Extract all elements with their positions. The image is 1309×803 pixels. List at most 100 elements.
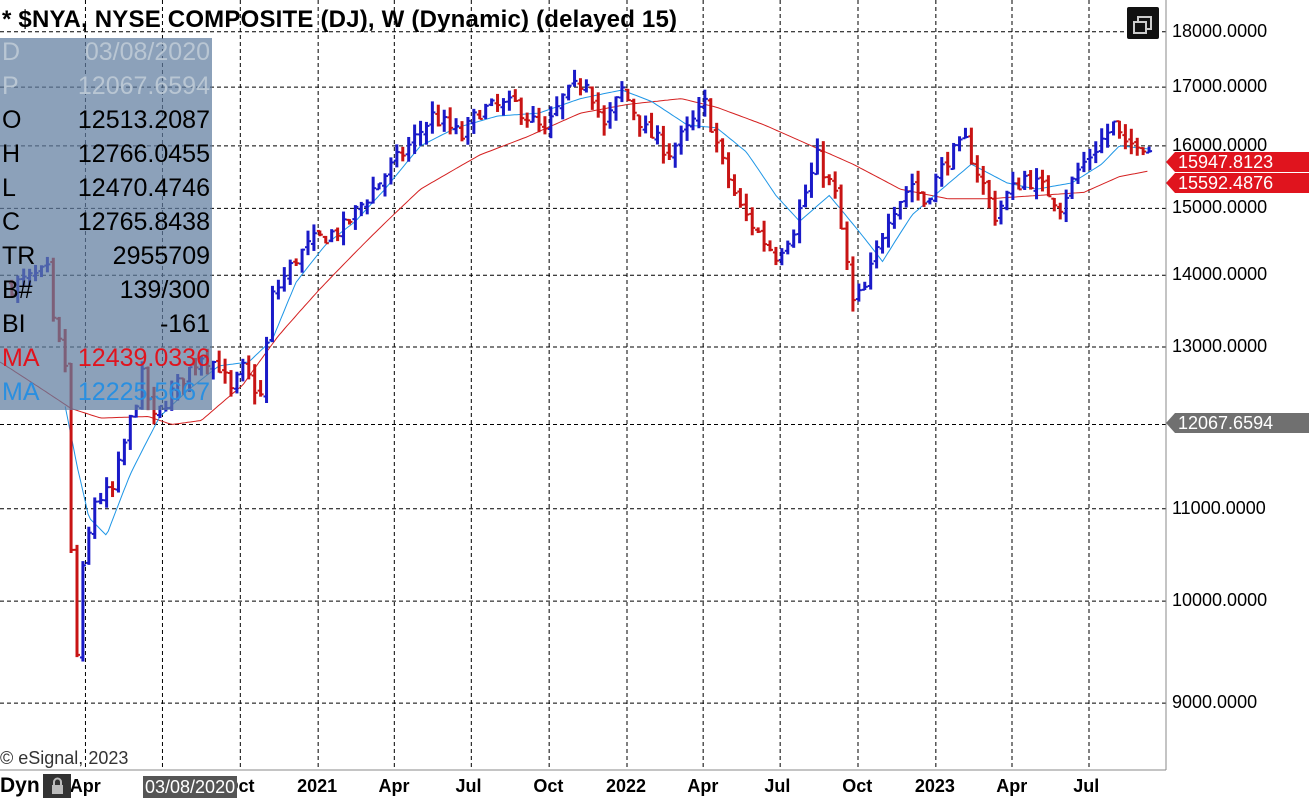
ohlc-bar	[293, 258, 300, 266]
ohlc-bar	[861, 281, 868, 291]
ohlc-bar	[1015, 177, 1022, 191]
data-window-row: MA 12439.0336	[2, 344, 210, 378]
ohlc-bar	[814, 138, 821, 176]
ohlc-bar	[1104, 123, 1111, 148]
ohlc-bar	[790, 229, 797, 248]
data-window-value: 2955709	[112, 242, 210, 270]
time-tick-label: Oct	[533, 776, 564, 796]
ohlc-bar	[678, 125, 685, 155]
ohlc-bar	[518, 97, 525, 125]
ohlc-bar	[1122, 124, 1129, 150]
time-tick-label: Apr	[687, 776, 719, 796]
ohlc-bar	[85, 526, 92, 565]
ohlc-bar	[654, 125, 661, 145]
ohlc-bar	[820, 141, 827, 188]
ohlc-bar	[239, 358, 246, 382]
ohlc-bar	[1086, 148, 1093, 170]
ohlc-bar	[97, 492, 104, 505]
data-window-value: 12439.0336	[77, 344, 210, 372]
ohlc-bar	[459, 121, 465, 142]
ohlc-bar	[1146, 146, 1153, 154]
restore-window-icon[interactable]	[1127, 7, 1159, 39]
ohlc-bar	[713, 122, 720, 153]
ohlc-bar	[808, 162, 815, 198]
ohlc-bar	[648, 112, 655, 139]
ohlc-bar	[417, 120, 424, 146]
ohlc-bar	[500, 98, 507, 116]
data-window-row: BI -161	[2, 310, 210, 344]
data-window-key: P	[2, 72, 19, 100]
ohlc-bar	[974, 155, 981, 183]
ohlc-bar	[666, 143, 673, 161]
ohlc-bar	[216, 350, 223, 374]
ohlc-bar	[79, 561, 86, 662]
ohlc-bar	[435, 104, 442, 127]
ohlc-bar	[370, 176, 377, 204]
ohlc-bar	[1003, 190, 1010, 211]
ohlc-bar	[512, 89, 519, 103]
data-window-value: 12470.4746	[77, 174, 210, 202]
time-tick-label: 2022	[606, 776, 647, 796]
ma-slow-line	[0, 98, 1148, 425]
time-tick-label: Apr	[996, 776, 1028, 796]
ohlc-bar	[464, 117, 471, 145]
ohlc-bar	[447, 107, 454, 135]
ohlc-bar	[1080, 151, 1087, 173]
ohlc-bar	[405, 136, 412, 162]
dynamic-mode-label[interactable]: Dyn	[0, 774, 40, 797]
ohlc-bar	[849, 256, 856, 312]
ohlc-bar	[660, 125, 667, 164]
ohlc-bar	[1110, 120, 1117, 136]
lock-icon[interactable]	[43, 774, 71, 798]
cursor-price-tag: 12067.6594	[1166, 413, 1309, 433]
data-window-row: H 12766.0455	[2, 140, 210, 174]
ohlc-bar	[1033, 168, 1040, 200]
ohlc-bar	[832, 171, 839, 199]
ohlc-bar	[482, 103, 489, 120]
ohlc-bar	[91, 497, 98, 539]
price-tick-label: 17000.0000	[1172, 76, 1268, 97]
price-tick-label: 13000.0000	[1172, 335, 1268, 356]
ohlc-bar	[287, 259, 294, 285]
data-window-panel[interactable]: D 03/08/2020 P 12067.6594 O 12513.2087 H 12766.…	[0, 38, 212, 410]
ohlc-bar	[376, 182, 383, 191]
ohlc-bar	[962, 127, 969, 140]
ohlc-bar	[873, 240, 880, 269]
ohlc-bar	[601, 105, 608, 136]
ohlc-bar	[915, 170, 922, 201]
ohlc-bar	[844, 221, 850, 271]
ohlc-bar	[613, 96, 619, 121]
data-window-value: 12765.8438	[77, 208, 210, 236]
ohlc-bar	[867, 252, 874, 290]
ohlc-bar	[334, 227, 341, 242]
ohlc-bar	[565, 84, 572, 101]
time-tick-label: Apr	[69, 776, 101, 796]
ohlc-bar	[524, 112, 531, 128]
ohlc-bar	[269, 285, 276, 343]
ohlc-bar	[980, 165, 987, 195]
ohlc-bar	[885, 213, 892, 248]
data-window-row: D 03/08/2020	[2, 38, 210, 72]
moving-average-fast	[64, 89, 1150, 536]
data-window-row: C 12765.8438	[2, 208, 210, 242]
ohlc-bar	[636, 114, 643, 137]
ohlc-bar	[956, 136, 963, 152]
ohlc-bar	[547, 106, 554, 139]
ohlc-bar	[595, 92, 602, 118]
ohlc-bar	[1092, 141, 1099, 164]
ohlc-bar	[553, 96, 560, 117]
ohlc-bar	[755, 227, 762, 234]
data-window-key: MA	[2, 344, 40, 372]
ohlc-bar	[826, 174, 833, 186]
time-tick-label: Oct	[842, 776, 873, 796]
data-window-value: 12225.5667	[77, 378, 210, 406]
ohlc-bar	[1039, 169, 1046, 192]
ohlc-bar	[115, 451, 122, 493]
ohlc-bar	[441, 109, 448, 132]
ohlc-bar	[387, 157, 394, 185]
ohlc-bar	[607, 102, 614, 129]
ohlc-bar	[1098, 128, 1105, 154]
ohlc-bar	[737, 188, 744, 208]
ma-slow-price-tag: 15592.4876	[1166, 173, 1309, 193]
